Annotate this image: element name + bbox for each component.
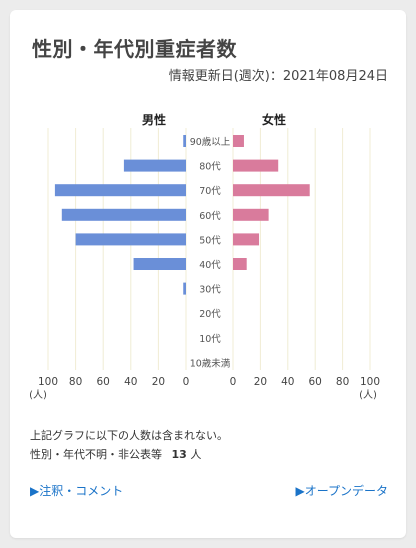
- category-label: 80代: [199, 162, 221, 173]
- category-label: 60代: [199, 211, 221, 222]
- chart-title: 性別・年代別重症者数: [32, 37, 237, 61]
- x-tick-label-female: 20: [254, 376, 267, 388]
- bar-male: [61, 208, 186, 221]
- bar-male: [183, 135, 186, 147]
- note-label: 性別・年代不明・非公表等: [30, 448, 162, 461]
- bar-male: [133, 258, 186, 270]
- bar-female: [233, 233, 260, 246]
- bar-female: [233, 159, 279, 172]
- bar-male: [123, 159, 186, 172]
- x-tick-label-female: 40: [281, 376, 294, 388]
- x-tick-label-male: 20: [152, 376, 165, 388]
- bar-male: [54, 184, 187, 197]
- category-label: 10歳未満: [190, 357, 231, 369]
- x-tick-label-male: 60: [97, 376, 110, 388]
- x-tick-label-male: 40: [124, 376, 137, 388]
- bar-female: [233, 184, 310, 197]
- note-unit: 人: [190, 448, 202, 461]
- x-tick-label-female: 0: [230, 376, 237, 388]
- bar-female: [233, 135, 244, 147]
- category-label: 50代: [199, 235, 221, 246]
- note-line-2: 性別・年代不明・非公表等 13 人: [30, 446, 201, 462]
- category-label: 10代: [199, 334, 221, 345]
- update-date: 情報更新日(週次)：2021年08月24日: [168, 69, 388, 84]
- unit-label-female: (人): [359, 389, 377, 401]
- category-label: 20代: [199, 309, 221, 320]
- x-tick-label-male: 100: [38, 376, 58, 388]
- series-label-female: 女性: [262, 112, 286, 127]
- x-tick-label-male: 80: [69, 376, 82, 388]
- note-count: 13: [171, 448, 187, 461]
- x-tick-label-female: 100: [360, 376, 380, 388]
- note-line-1: 上記グラフに以下の人数は含まれない。: [30, 429, 228, 442]
- category-label: 90歳以上: [190, 136, 231, 148]
- category-label: 70代: [199, 186, 221, 197]
- bar-male: [75, 233, 186, 246]
- x-tick-label-female: 60: [309, 376, 322, 388]
- series-label-male: 男性: [142, 112, 166, 127]
- category-label: 30代: [199, 285, 221, 296]
- open-data-link[interactable]: ▶オープンデータ: [295, 484, 388, 498]
- bar-female: [233, 258, 247, 270]
- x-tick-label-female: 80: [336, 376, 349, 388]
- category-label: 40代: [199, 260, 221, 271]
- x-tick-label-male: 0: [183, 376, 190, 388]
- bar-male: [183, 282, 186, 295]
- notes-comments-link[interactable]: ▶注釈・コメント: [30, 484, 124, 498]
- bar-female: [233, 208, 269, 221]
- unit-label-male: (人): [29, 389, 47, 401]
